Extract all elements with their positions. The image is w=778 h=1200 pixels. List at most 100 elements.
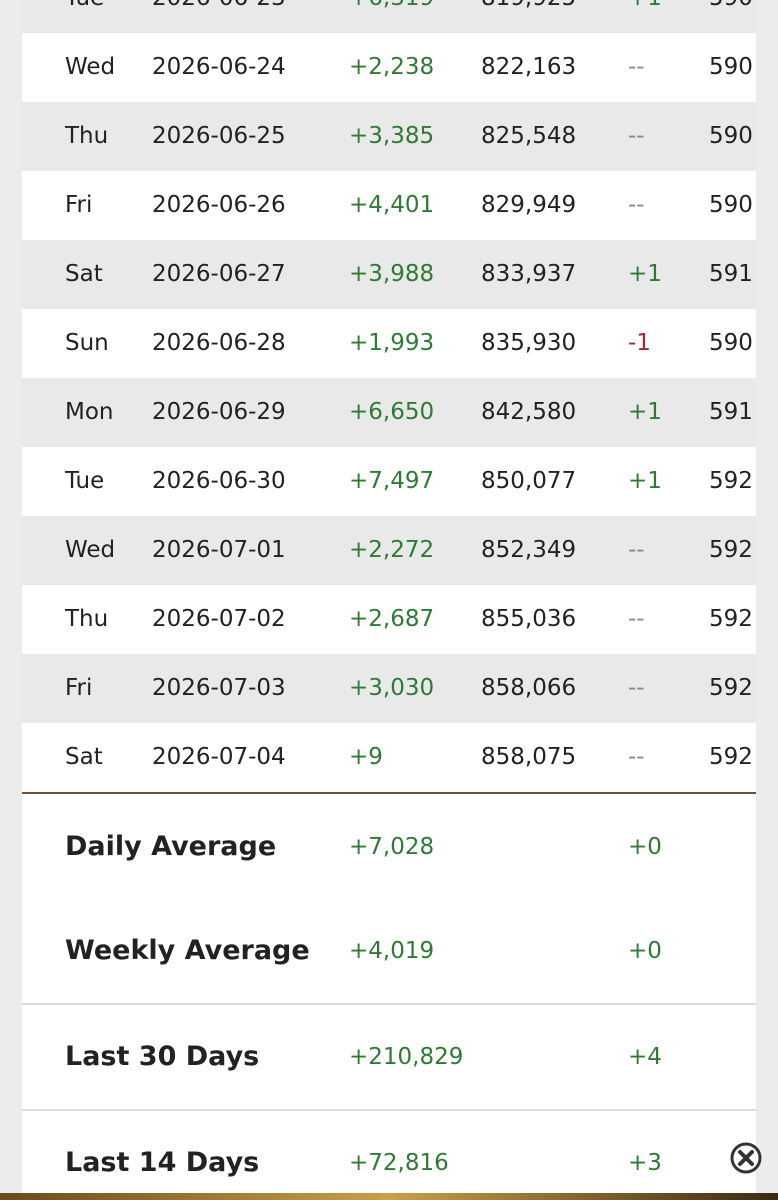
rank-change: -1: [628, 330, 651, 356]
change: +3,988: [349, 261, 435, 287]
count: 592: [709, 537, 753, 563]
stats-table: Tue 2026-06-23 +6,319 819,925 +1 590 Wed 2026-0…: [22, 0, 756, 1193]
rank-change: +3: [628, 1150, 662, 1176]
count: 590: [709, 0, 753, 33]
rank-change: --: [628, 606, 645, 632]
change: +2,238: [349, 54, 435, 80]
table-row: Wed 2026-06-24 +2,238 822,163 -- 590: [22, 33, 756, 102]
date: 2026-06-28: [152, 330, 286, 356]
day: Wed: [65, 54, 116, 80]
table-row: Mon 2026-06-29 +6,650 842,580 +1 591: [22, 378, 756, 447]
rank-change: +0: [628, 938, 662, 964]
summary-row: Daily Average +7,028 +0: [22, 795, 756, 899]
total: 858,066: [481, 675, 577, 701]
total: 819,925: [481, 0, 576, 33]
change: +9: [349, 744, 383, 770]
date: 2026-06-27: [152, 261, 286, 287]
count: 591: [709, 399, 753, 425]
total: 842,580: [481, 399, 577, 425]
day: Tue: [65, 468, 105, 494]
label: Daily Average: [65, 831, 277, 862]
rank-change: --: [628, 675, 645, 701]
table-row: Sat 2026-06-27 +3,988 833,937 +1 591: [22, 240, 756, 309]
count: 592: [709, 468, 753, 494]
date: 2026-06-23: [152, 0, 286, 33]
table-row: Wed 2026-07-01 +2,272 852,349 -- 592: [22, 516, 756, 585]
change: +4,019: [349, 938, 435, 964]
total: 850,077: [481, 468, 577, 494]
label: Last 14 Days: [65, 1147, 260, 1178]
day: Thu: [65, 123, 109, 149]
table-row: Sat 2026-07-04 +9 858,075 -- 592: [22, 723, 756, 792]
rank-change: +1: [628, 0, 662, 33]
day: Tue: [65, 0, 104, 33]
count: 591: [709, 261, 753, 287]
change: +2,272: [349, 537, 435, 563]
day: Mon: [65, 399, 114, 425]
change: +6,319: [349, 0, 434, 33]
change: +2,687: [349, 606, 435, 632]
total: 833,937: [481, 261, 577, 287]
total: 858,075: [481, 744, 577, 770]
total: 829,949: [481, 192, 577, 218]
day: Fri: [65, 192, 93, 218]
total: 822,163: [481, 54, 577, 80]
date: 2026-06-30: [152, 468, 286, 494]
change: +1,993: [349, 330, 435, 356]
day: Sat: [65, 261, 103, 287]
day: Wed: [65, 537, 116, 563]
count: 590: [709, 123, 753, 149]
table-row: Fri 2026-07-03 +3,030 858,066 -- 592: [22, 654, 756, 723]
change: +72,816: [349, 1150, 449, 1176]
count: 592: [709, 606, 753, 632]
count: 592: [709, 744, 753, 770]
count: 590: [709, 54, 753, 80]
table-row: Thu 2026-06-25 +3,385 825,548 -- 590: [22, 102, 756, 171]
date: 2026-07-04: [152, 744, 286, 770]
table-row: Tue 2026-06-23 +6,319 819,925 +1 590: [22, 0, 756, 33]
rank-change: --: [628, 192, 645, 218]
rank-change: --: [628, 123, 645, 149]
change: +4,401: [349, 192, 435, 218]
total: 852,349: [481, 537, 577, 563]
table-footer-border: [22, 792, 756, 794]
total: 835,930: [481, 330, 577, 356]
change: +3,385: [349, 123, 435, 149]
bottom-banner: [0, 1193, 778, 1200]
close-button[interactable]: [730, 1142, 762, 1174]
table-row: Tue 2026-06-30 +7,497 850,077 +1 592: [22, 447, 756, 516]
change: +6,650: [349, 399, 435, 425]
day: Fri: [65, 675, 93, 701]
separator: [22, 1109, 756, 1111]
date: 2026-06-29: [152, 399, 286, 425]
rank-change: --: [628, 744, 645, 770]
total: 855,036: [481, 606, 577, 632]
summary-row: Last 30 Days +210,829 +4: [22, 1005, 756, 1109]
rank-change: +0: [628, 834, 662, 860]
table-row: Thu 2026-07-02 +2,687 855,036 -- 592: [22, 585, 756, 654]
change: +7,028: [349, 834, 435, 860]
day: Sat: [65, 744, 103, 770]
summary-row: Last 14 Days +72,816 +3: [22, 1111, 756, 1193]
date: 2026-06-24: [152, 54, 286, 80]
rank-change: +1: [628, 399, 662, 425]
rank-change: +4: [628, 1044, 662, 1070]
date: 2026-07-02: [152, 606, 286, 632]
rank-change: +1: [628, 261, 662, 287]
count: 590: [709, 330, 753, 356]
change: +3,030: [349, 675, 435, 701]
summary-row: Weekly Average +4,019 +0: [22, 899, 756, 1003]
date: 2026-06-26: [152, 192, 286, 218]
count: 590: [709, 192, 753, 218]
table-row: Fri 2026-06-26 +4,401 829,949 -- 590: [22, 171, 756, 240]
total: 825,548: [481, 123, 577, 149]
day: Sun: [65, 330, 109, 356]
date: 2026-06-25: [152, 123, 286, 149]
day: Thu: [65, 606, 109, 632]
separator: [22, 1003, 756, 1005]
rank-change: --: [628, 537, 645, 563]
date: 2026-07-03: [152, 675, 286, 701]
count: 592: [709, 675, 753, 701]
date: 2026-07-01: [152, 537, 286, 563]
